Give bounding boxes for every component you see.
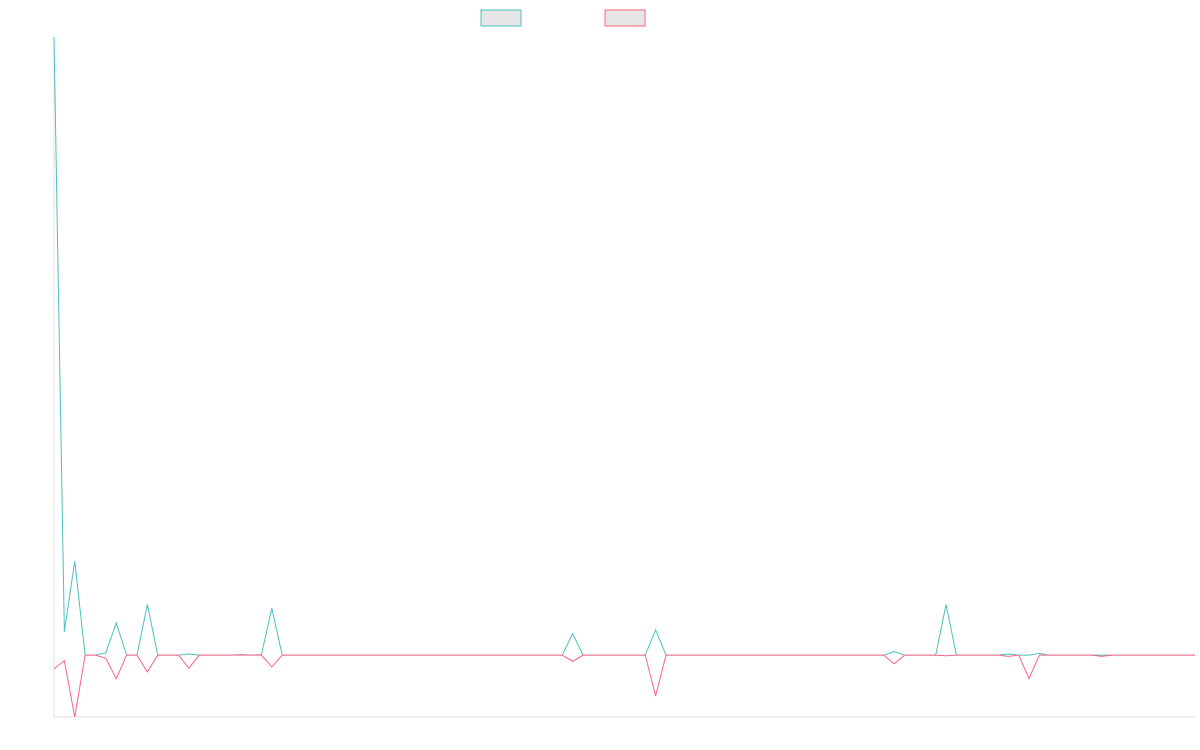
legend-swatch-2 [604, 9, 646, 27]
series-line-1 [53, 36, 1195, 656]
legend-swatch-1 [480, 9, 522, 27]
series-group [53, 36, 1195, 718]
legend [480, 9, 646, 27]
axes [53, 37, 1195, 718]
series-line-2 [53, 654, 1195, 718]
